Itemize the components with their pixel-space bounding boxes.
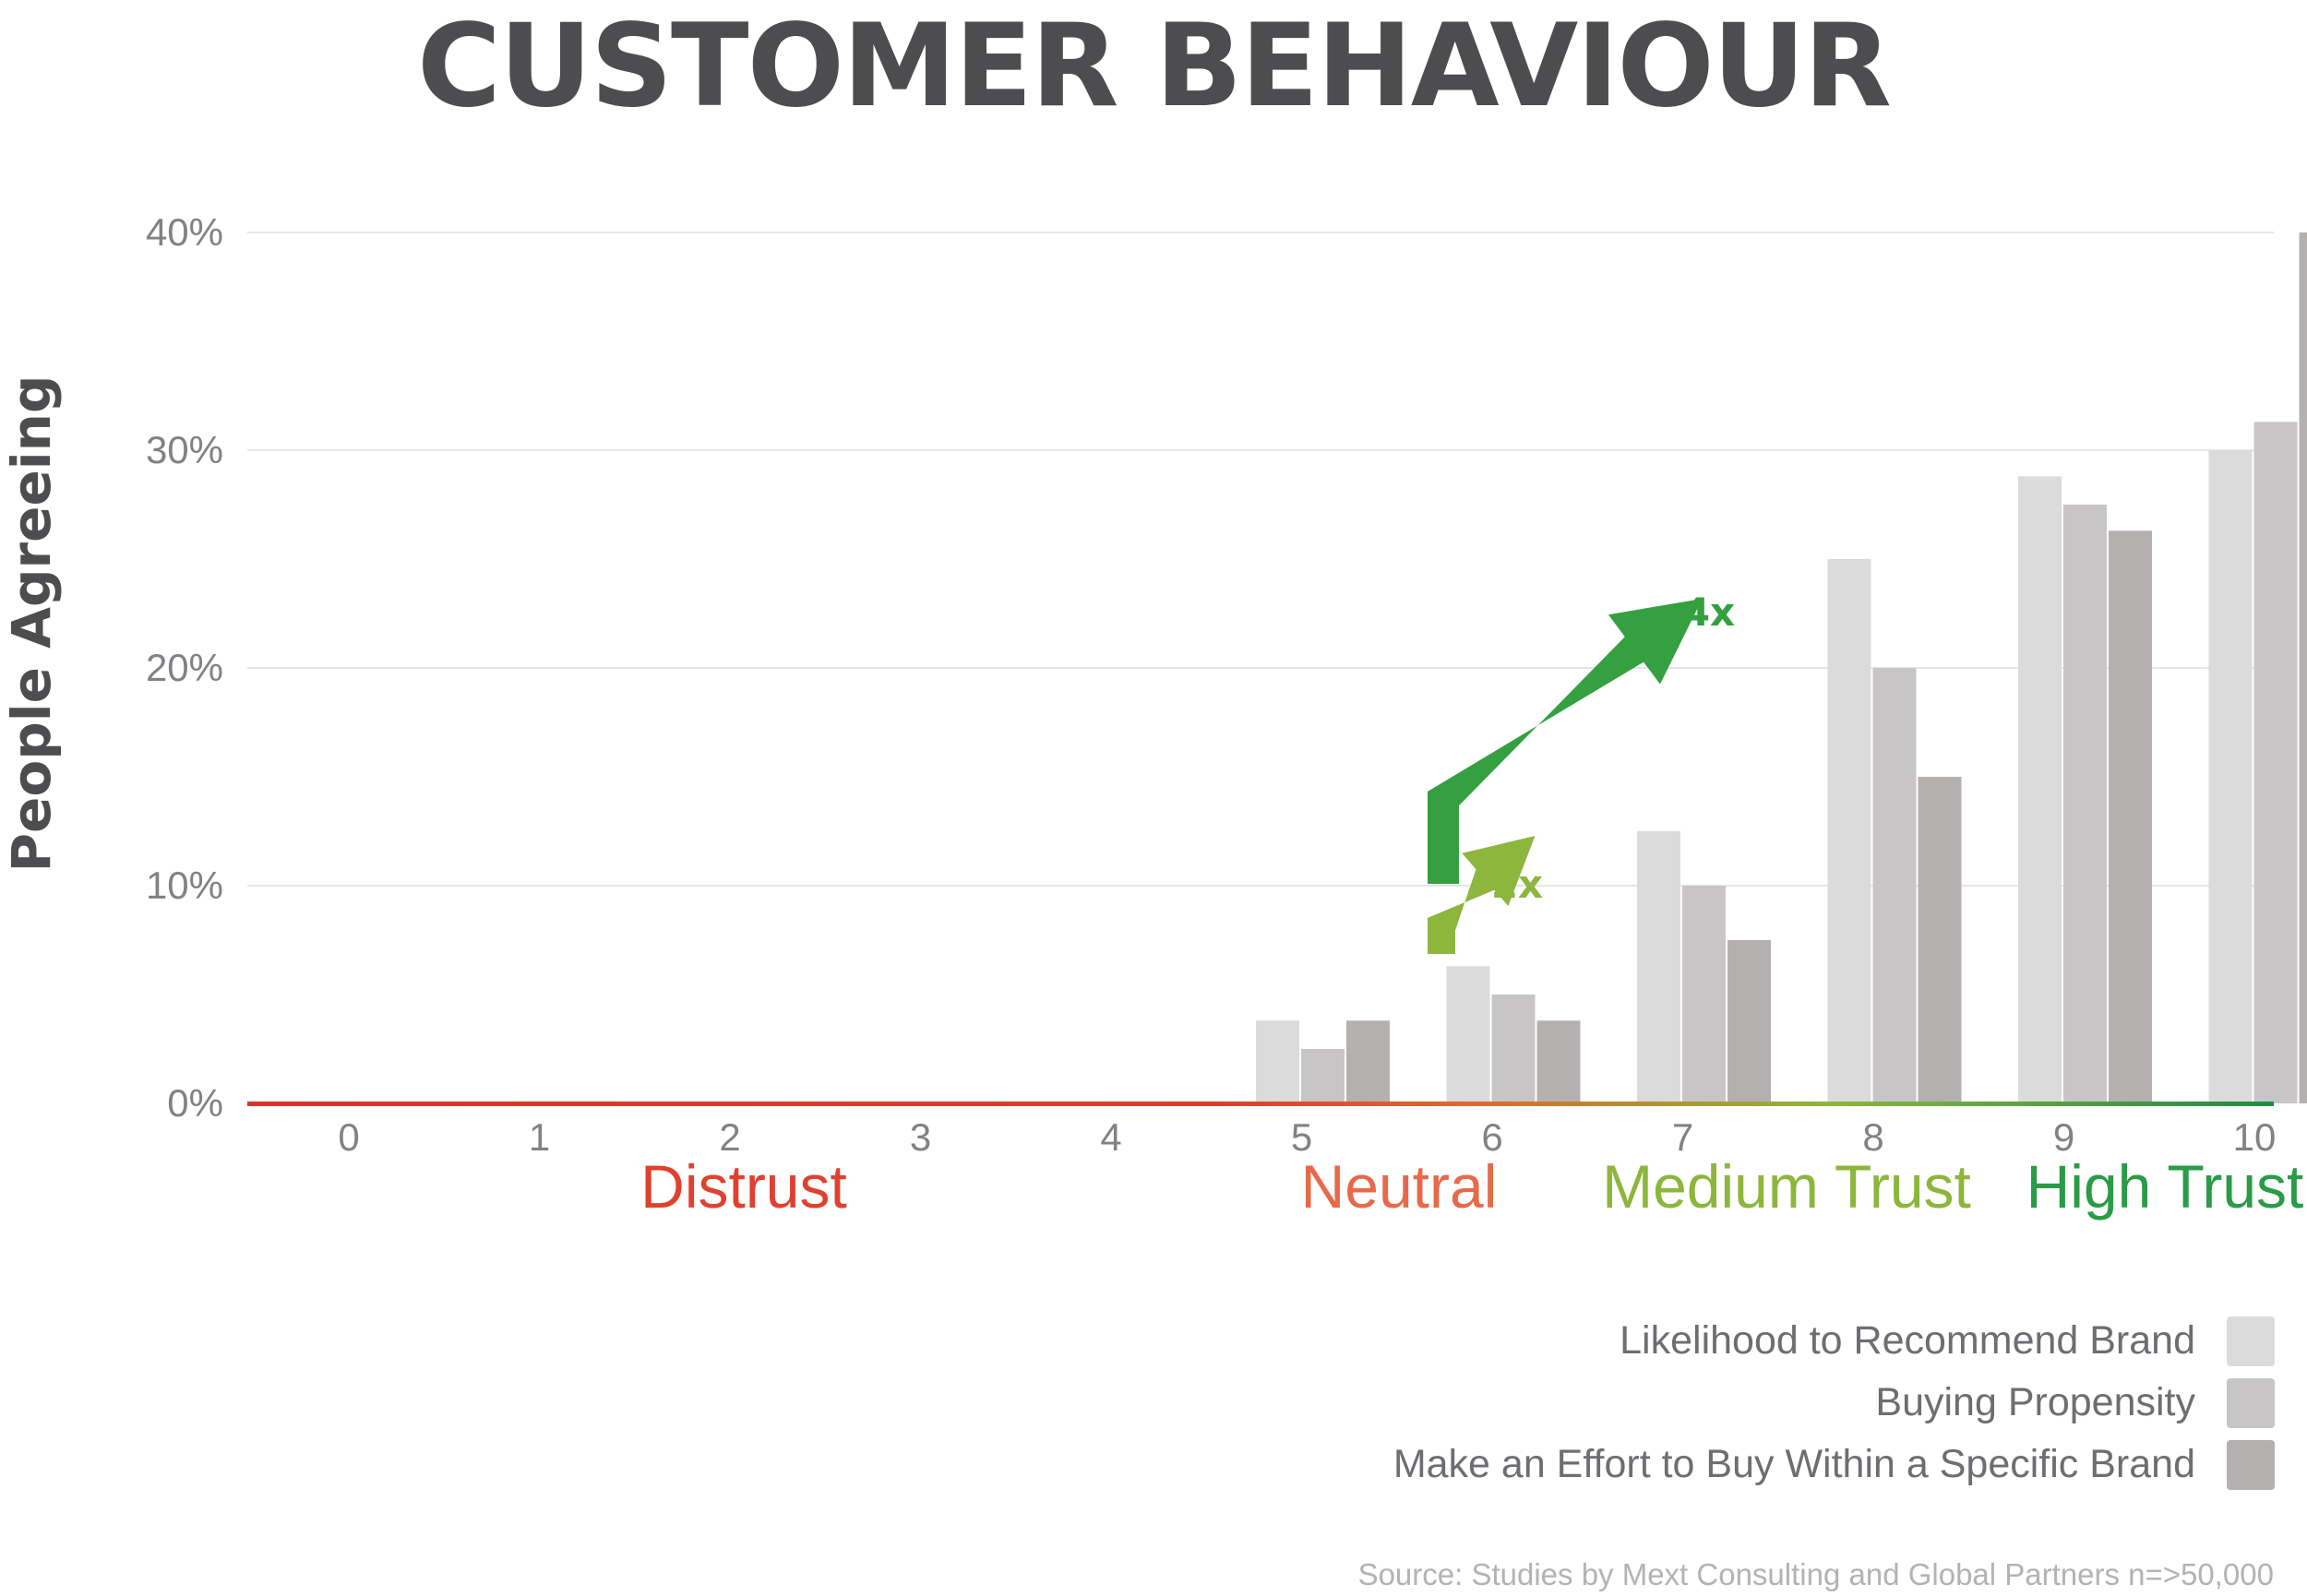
legend-swatch [2227, 1377, 2275, 1428]
legend: Likelihood to Recommend Brand Buying Prop… [1393, 1310, 2275, 1495]
bar [1682, 886, 1726, 1103]
y-tick-label: 30% [146, 428, 223, 471]
x-tick-label: 0 [338, 1115, 359, 1159]
bar [1446, 966, 1490, 1103]
x-tick-label: 3 [910, 1115, 931, 1159]
bar [1637, 831, 1680, 1103]
x-tick-label: 10 [2233, 1115, 2277, 1159]
legend-item: Buying Propensity [1393, 1372, 2275, 1434]
bar-chart: 0% 10% 20% 30% 40% 0 1 2 3 4 5 6 7 8 9 10 Distrust Neut… [146, 210, 2307, 1221]
bar [2208, 450, 2253, 1103]
y-tick-label: 10% [146, 864, 223, 907]
x-tick-label: 2 [719, 1115, 740, 1159]
bar [1346, 1020, 1390, 1103]
legend-label: Make an Effort to Buy Within a Specific … [1393, 1442, 2195, 1486]
bar [1872, 668, 1917, 1103]
legend-item: Likelihood to Recommend Brand [1393, 1310, 2275, 1372]
x-axis-line [247, 1102, 2274, 1106]
x-tick-label: 9 [2053, 1115, 2074, 1159]
bar [2253, 422, 2298, 1103]
legend-swatch [2227, 1316, 2275, 1366]
source-note: Source: Studies by Mext Consulting and G… [1357, 1557, 2274, 1591]
bar [2018, 476, 2062, 1103]
bar [2299, 232, 2307, 1103]
y-tick-labels: 0% 10% 20% 30% 40% [146, 210, 223, 1125]
x-tick-label: 7 [1672, 1115, 1693, 1159]
zone-label: Medium Trust [1602, 1152, 1971, 1221]
trust-zone-labels: Distrust Neutral Medium Trust High Trust [640, 1152, 2303, 1221]
legend-item: Make an Effort to Buy Within a Specific … [1393, 1434, 2275, 1495]
x-tick-label: 6 [1481, 1115, 1502, 1159]
zone-label: Neutral [1301, 1152, 1498, 1221]
chart-title: CUSTOMER BEHAVIOUR [417, 0, 1892, 133]
legend-label: Likelihood to Recommend Brand [1620, 1318, 2195, 1363]
growth-arrows: 2x 4x [1428, 590, 1735, 954]
x-tick-label: 1 [529, 1115, 550, 1159]
x-tick-label: 4 [1100, 1115, 1121, 1159]
annotation-2x: 2x [1491, 862, 1543, 907]
grid-lines [247, 232, 2274, 887]
bar [1536, 1020, 1581, 1103]
bar [1256, 1020, 1299, 1103]
zone-label: High Trust [2026, 1152, 2304, 1221]
bar [2063, 505, 2107, 1103]
y-tick-label: 40% [146, 210, 223, 254]
y-tick-label: 20% [146, 646, 223, 689]
legend-label: Buying Propensity [1875, 1380, 2195, 1424]
y-tick-label: 0% [167, 1081, 223, 1125]
x-tick-labels: 0 1 2 3 4 5 6 7 8 9 10 [338, 1115, 2276, 1159]
annotation-4x: 4x [1683, 590, 1735, 635]
legend-swatch [2227, 1439, 2275, 1490]
bar [1301, 1049, 1345, 1103]
x-tick-label: 8 [1862, 1115, 1883, 1159]
arrow-2x-icon [1428, 836, 1536, 954]
bar [1827, 559, 1871, 1103]
x-tick-label: 5 [1291, 1115, 1312, 1159]
arrow-4x-icon [1428, 599, 1703, 884]
bar [1918, 777, 1962, 1103]
bars [1256, 232, 2307, 1103]
zone-label: Distrust [640, 1152, 847, 1221]
bar [1727, 940, 1771, 1103]
bar [2109, 530, 2152, 1103]
bar [1491, 995, 1536, 1103]
